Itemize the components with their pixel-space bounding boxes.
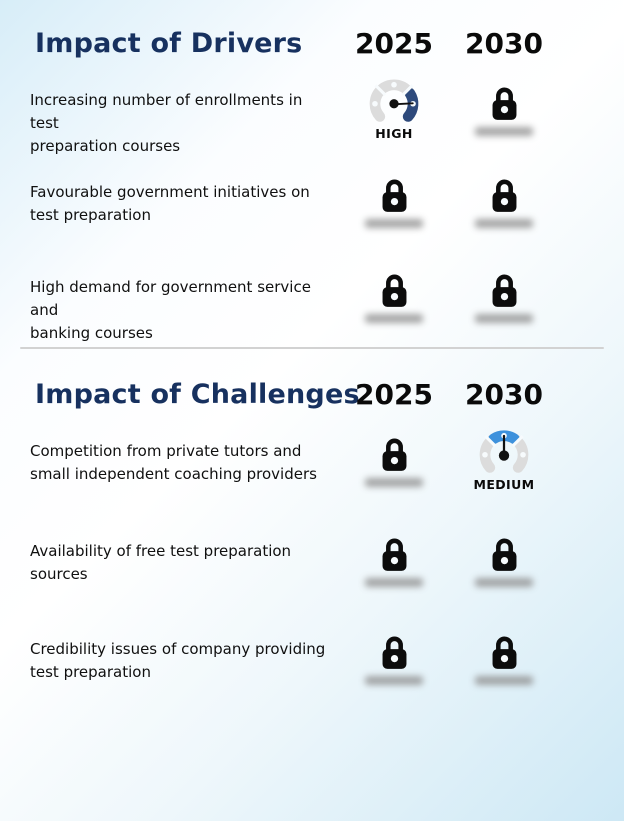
table-row: Credibility issues of company providing … — [0, 627, 624, 722]
redacted-text — [475, 578, 533, 587]
challenge-label: Competition from private tutors and smal… — [30, 442, 317, 483]
driver-label: High demand for government service and b… — [30, 278, 311, 342]
table-row: Increasing number of enrollments in test… — [0, 78, 624, 170]
challenges-title: Impact of Challenges — [35, 379, 360, 410]
lock-icon — [382, 179, 406, 212]
impact-cell-2025 — [339, 170, 449, 228]
impact-level-label: MEDIUM — [473, 477, 535, 492]
impact-cell-2025 — [339, 529, 449, 587]
gauge-high-icon — [369, 79, 419, 122]
redacted-text — [475, 314, 533, 323]
impact-cell-2025 — [339, 429, 449, 487]
impact-level-label: HIGH — [375, 126, 413, 141]
driver-label: Increasing number of enrollments in test… — [30, 91, 303, 155]
lock-icon — [492, 538, 516, 571]
impact-cell-2030 — [449, 170, 559, 228]
lock-icon — [382, 636, 406, 669]
lock-icon — [382, 438, 406, 471]
section-divider — [20, 347, 604, 349]
table-row: Availability of free test preparation so… — [0, 529, 624, 627]
column-header-2025: 2025 — [355, 27, 433, 60]
gauge-medium-icon — [479, 430, 529, 473]
table-row: Favourable government initiatives on tes… — [0, 170, 624, 265]
column-header-2030: 2030 — [465, 27, 543, 60]
lock-icon — [382, 538, 406, 571]
column-header-2030: 2030 — [465, 378, 543, 411]
redacted-text — [365, 314, 423, 323]
redacted-text — [365, 676, 423, 685]
impact-cell-2030: MEDIUM — [449, 429, 559, 492]
section-drivers: Impact of Drivers 2025 2030 Increasing n… — [0, 26, 624, 347]
driver-label: Favourable government initiatives on tes… — [30, 183, 310, 224]
challenge-label: Credibility issues of company providing … — [30, 640, 326, 681]
section-challenges: Impact of Challenges 2025 2030 Competiti… — [0, 377, 624, 722]
impact-cell-2030 — [449, 78, 559, 136]
drivers-header: Impact of Drivers 2025 2030 — [0, 26, 624, 62]
impact-cell-2030 — [449, 627, 559, 685]
impact-cell-2025 — [339, 627, 449, 685]
impact-cell-2030 — [449, 265, 559, 323]
impact-cell-2030 — [449, 529, 559, 587]
lock-icon — [492, 274, 516, 307]
table-row: Competition from private tutors and smal… — [0, 429, 624, 529]
lock-icon — [492, 87, 516, 120]
redacted-text — [475, 219, 533, 228]
challenges-header: Impact of Challenges 2025 2030 — [0, 377, 624, 413]
impact-cell-2025 — [339, 265, 449, 323]
challenge-label: Availability of free test preparation so… — [30, 542, 292, 583]
redacted-text — [475, 676, 533, 685]
impact-cell-2025: HIGH — [339, 78, 449, 141]
lock-icon — [382, 274, 406, 307]
lock-icon — [492, 179, 516, 212]
redacted-text — [365, 478, 423, 487]
column-header-2025: 2025 — [355, 378, 433, 411]
redacted-text — [475, 127, 533, 136]
redacted-text — [365, 219, 423, 228]
redacted-text — [365, 578, 423, 587]
table-row: High demand for government service and b… — [0, 265, 624, 347]
drivers-title: Impact of Drivers — [35, 28, 303, 59]
lock-icon — [492, 636, 516, 669]
